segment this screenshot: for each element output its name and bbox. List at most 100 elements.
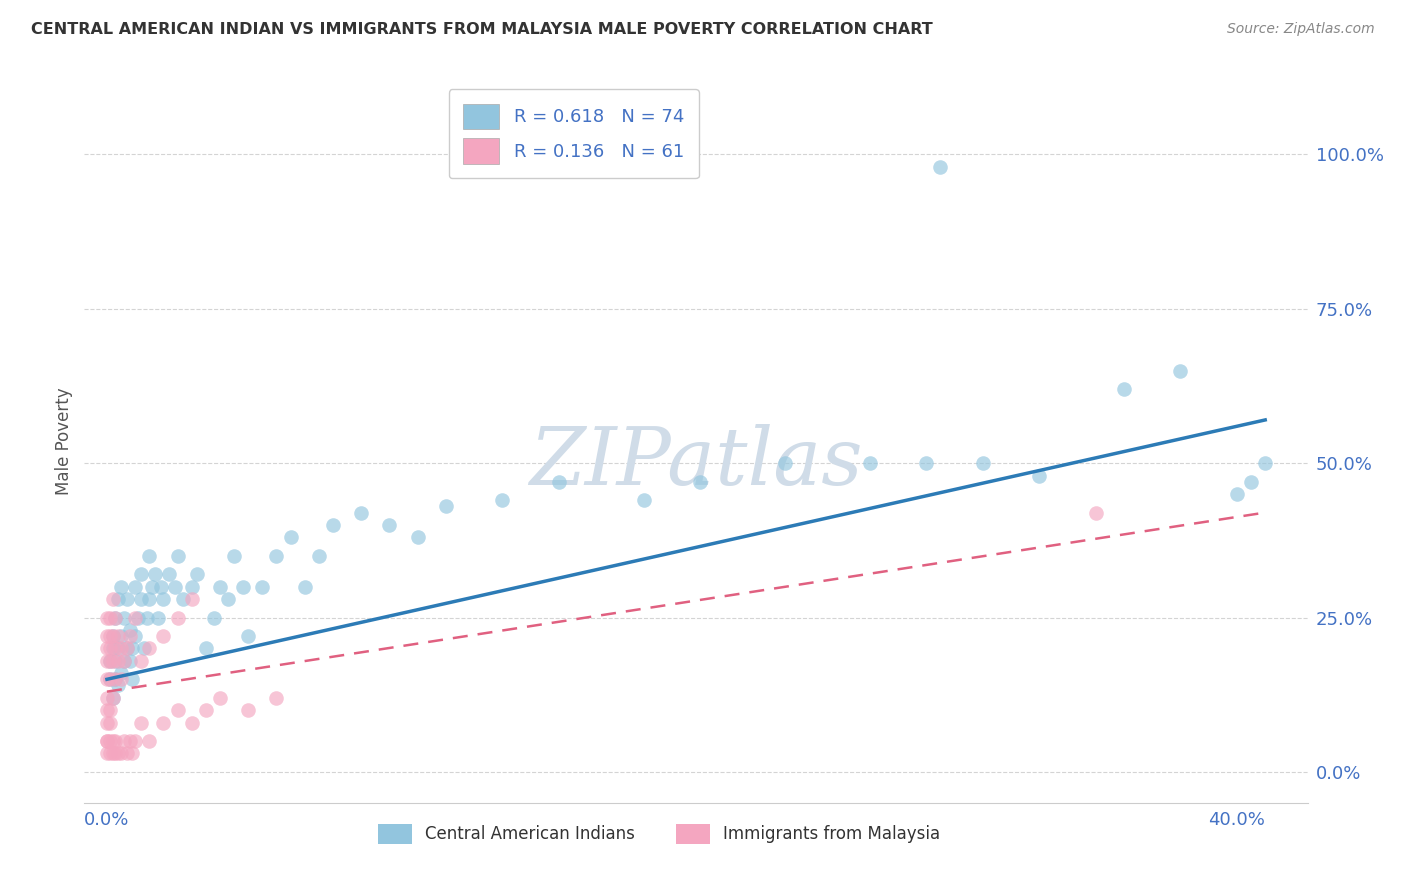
Point [143, 567, 166, 582]
Point [118, 623, 141, 637]
Point [104, 734, 127, 748]
Point [434, 500, 457, 514]
Point [101, 690, 124, 705]
Point [96, 629, 118, 643]
Point [232, 580, 254, 594]
Point [180, 580, 202, 594]
Point [124, 610, 146, 624]
Point [98, 610, 121, 624]
Point [110, 673, 132, 687]
Point [1170, 363, 1192, 377]
Point [98, 673, 121, 687]
Point [1112, 382, 1135, 396]
Point [104, 673, 127, 687]
Point [98, 641, 121, 656]
Point [1226, 487, 1249, 501]
Point [124, 734, 146, 748]
Point [118, 629, 141, 643]
Point [104, 610, 127, 624]
Point [202, 610, 225, 624]
Point [110, 629, 132, 643]
Point [104, 654, 127, 668]
Point [859, 456, 882, 470]
Point [194, 641, 217, 656]
Point [266, 549, 288, 563]
Point [118, 734, 141, 748]
Point [101, 641, 124, 656]
Point [166, 703, 188, 717]
Point [138, 641, 160, 656]
Y-axis label: Male Poverty: Male Poverty [55, 388, 73, 495]
Point [96, 715, 118, 730]
Point [186, 567, 208, 582]
Point [1084, 506, 1107, 520]
Point [238, 703, 260, 717]
Point [98, 629, 121, 643]
Text: CENTRAL AMERICAN INDIAN VS IMMIGRANTS FROM MALAYSIA MALE POVERTY CORRELATION CHA: CENTRAL AMERICAN INDIAN VS IMMIGRANTS FR… [31, 22, 932, 37]
Point [180, 592, 202, 607]
Point [633, 493, 655, 508]
Point [135, 610, 157, 624]
Point [121, 673, 143, 687]
Point [138, 549, 160, 563]
Point [96, 734, 118, 748]
Point [110, 666, 132, 681]
Point [129, 654, 152, 668]
Point [107, 654, 129, 668]
Point [98, 747, 121, 761]
Point [101, 629, 124, 643]
Point [180, 715, 202, 730]
Point [107, 592, 129, 607]
Point [107, 641, 129, 656]
Point [972, 456, 994, 470]
Point [163, 580, 186, 594]
Point [266, 690, 288, 705]
Point [222, 549, 245, 563]
Point [104, 610, 127, 624]
Point [294, 580, 316, 594]
Point [101, 747, 124, 761]
Point [96, 703, 118, 717]
Point [96, 641, 118, 656]
Point [152, 592, 174, 607]
Point [773, 456, 796, 470]
Point [98, 654, 121, 668]
Point [96, 747, 118, 761]
Point [132, 641, 155, 656]
Point [915, 456, 938, 470]
Point [104, 747, 127, 761]
Point [152, 715, 174, 730]
Point [107, 678, 129, 692]
Point [548, 475, 571, 489]
Point [308, 549, 330, 563]
Point [1254, 456, 1277, 470]
Point [129, 592, 152, 607]
Point [166, 549, 188, 563]
Point [166, 610, 188, 624]
Point [127, 610, 149, 624]
Point [98, 654, 121, 668]
Point [208, 580, 231, 594]
Point [115, 747, 138, 761]
Point [129, 715, 152, 730]
Point [118, 654, 141, 668]
Point [1028, 468, 1050, 483]
Point [110, 580, 132, 594]
Point [96, 673, 118, 687]
Point [238, 629, 260, 643]
Point [110, 641, 132, 656]
Point [152, 629, 174, 643]
Point [129, 567, 152, 582]
Point [350, 506, 373, 520]
Point [121, 641, 143, 656]
Point [107, 629, 129, 643]
Point [110, 747, 132, 761]
Point [322, 517, 344, 532]
Point [929, 160, 952, 174]
Point [138, 734, 160, 748]
Point [252, 580, 274, 594]
Point [101, 592, 124, 607]
Legend: Central American Indians, Immigrants from Malaysia: Central American Indians, Immigrants fro… [370, 815, 949, 852]
Point [96, 610, 118, 624]
Point [98, 734, 121, 748]
